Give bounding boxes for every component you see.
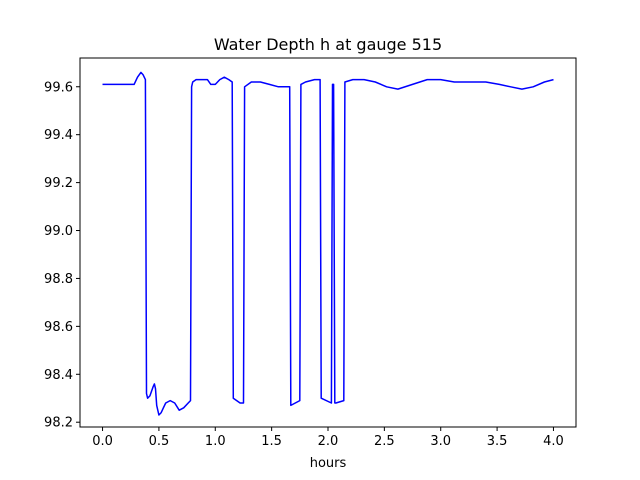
- y-tick-label: 99.0: [44, 224, 73, 239]
- x-tick-label: 2.0: [318, 434, 339, 449]
- x-tick-label: 0.5: [149, 434, 170, 449]
- plot-area: 0.0 0.5 1.0 1.5 2.0 2.5 3.0 3.5 4.0 98.2 98.4 98.6 9…: [44, 57, 577, 449]
- chart-title: Water Depth h at gauge 515: [214, 35, 442, 54]
- x-tick-label: 1.5: [261, 434, 282, 449]
- x-tick-label: 3.5: [487, 434, 508, 449]
- x-tick-label: 0.0: [92, 434, 113, 449]
- x-tick-label: 1.0: [205, 434, 226, 449]
- x-axis-label: hours: [310, 456, 347, 471]
- y-tick-label: 99.4: [44, 128, 73, 143]
- y-tick-label: 99.2: [44, 176, 73, 191]
- y-tick-label: 98.8: [44, 272, 73, 287]
- x-tick-label: 3.0: [430, 434, 451, 449]
- y-tick-label: 99.6: [44, 80, 73, 95]
- y-tick-label: 98.4: [44, 368, 73, 383]
- plot-frame: [79, 57, 577, 428]
- x-tick-label: 4.0: [543, 434, 564, 449]
- x-tick-label: 2.5: [374, 434, 395, 449]
- y-tick-label: 98.2: [44, 416, 73, 431]
- series-line-0: [102, 71, 554, 416]
- y-tick-label: 98.6: [44, 320, 73, 335]
